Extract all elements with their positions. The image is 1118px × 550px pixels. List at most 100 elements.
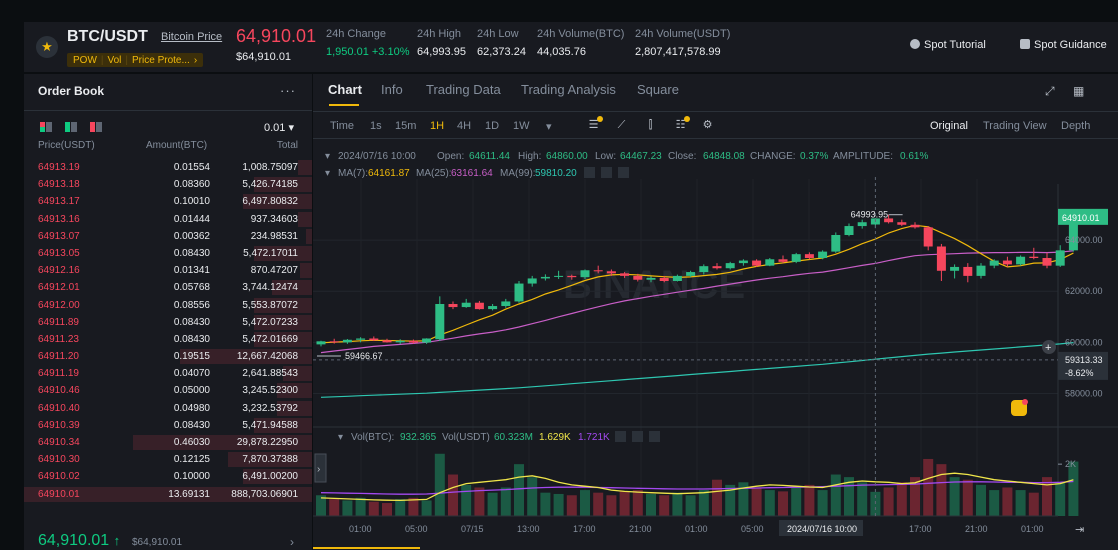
spot-guidance-label: Spot Guidance — [1034, 39, 1107, 51]
candle-body — [1002, 260, 1012, 265]
order-book-row[interactable]: 64910.46 0.05000 3,245.52300 — [24, 382, 312, 399]
column-total: Total — [276, 140, 298, 151]
order-amount: 0.12125 — [173, 454, 210, 466]
tab-square[interactable]: Square — [637, 82, 679, 97]
tab-trading-analysis[interactable]: Trading Analysis — [521, 82, 616, 97]
time-tick-label: 17:00 — [909, 524, 932, 534]
collapse-caret-icon[interactable]: ▾ — [325, 151, 330, 162]
candlestick-icon[interactable]: ⫿ — [648, 119, 653, 131]
order-amount: 0.05768 — [173, 282, 210, 294]
timeframe-1s[interactable]: 1s — [370, 120, 382, 132]
orderbook-mode-asks-icon[interactable] — [90, 122, 102, 132]
symbol-title[interactable]: BTC/USDT — [67, 28, 148, 45]
order-book-row[interactable]: 64910.39 0.08430 5,471.94588 — [24, 417, 312, 434]
order-book-row[interactable]: 64911.19 0.04070 2,641.88543 — [24, 365, 312, 382]
vol-usdt-label: Vol(USDT) — [442, 432, 490, 443]
view-trading-view[interactable]: Trading View — [983, 120, 1047, 132]
timeframe-time[interactable]: Time — [330, 120, 355, 132]
stat-24h-volume-usdt: 24h Volume(USDT) 2,807,417,578.99 — [635, 28, 730, 58]
price-tick-label: 58000.00 — [1065, 388, 1103, 398]
ohlc-open: 64611.44 — [469, 151, 510, 162]
close-small-icon[interactable] — [618, 167, 629, 178]
tab-trading-data[interactable]: Trading Data — [426, 82, 501, 97]
order-book-row[interactable]: 64913.19 0.01554 1,008.75097 — [24, 159, 312, 176]
order-book-row[interactable]: 64912.01 0.05768 3,744.12474 — [24, 279, 312, 296]
stat-value: 1,950.01 +3.10% — [326, 46, 410, 58]
order-book-row[interactable]: 64911.89 0.08430 5,472.07233 — [24, 314, 312, 331]
order-total: 870.47207 — [250, 265, 298, 277]
order-book-row[interactable]: 64913.05 0.08430 5,472.17011 — [24, 245, 312, 262]
timeframe-1d[interactable]: 1D — [485, 120, 500, 132]
view-original[interactable]: Original — [930, 120, 968, 132]
order-amount: 0.10010 — [173, 196, 210, 208]
order-book-row[interactable]: 64910.02 0.10000 6,491.00200 — [24, 468, 312, 485]
grid-layout-icon[interactable]: ▦ — [1073, 84, 1085, 98]
ma99-value: 59810.20 — [535, 168, 577, 179]
indicators-icon[interactable]: ☰ — [587, 116, 603, 132]
timeframe-15m[interactable]: 15m — [395, 120, 417, 132]
hide-eye-icon[interactable] — [584, 167, 595, 178]
spot-guidance-button[interactable]: Spot Guidance — [1020, 39, 1107, 51]
add-alert-icon[interactable] — [1042, 340, 1056, 354]
auto-scale-icon[interactable]: ⇥ — [1075, 524, 1084, 536]
line-chart-icon[interactable]: ⟋ — [617, 119, 626, 131]
mid-price: 64,910.01 ↑ — [38, 532, 120, 550]
order-book-row[interactable]: 64910.30 0.12125 7,870.37388 — [24, 451, 312, 468]
candle-body — [395, 340, 405, 343]
order-book-row[interactable]: 64911.20 0.19515 12,667.42068 — [24, 348, 312, 365]
tab-info[interactable]: Info — [381, 82, 403, 97]
tab-chart[interactable]: Chart — [328, 82, 362, 97]
more-options-icon[interactable]: ··· — [280, 83, 296, 98]
order-book-row[interactable]: 64913.16 0.01444 937.34603 — [24, 211, 312, 228]
order-book-row[interactable]: 64913.07 0.00362 234.98531 — [24, 228, 312, 245]
volume-bar — [619, 491, 630, 516]
candle-body — [791, 254, 801, 262]
order-amount: 0.08556 — [173, 299, 210, 311]
precision-value: 0.01 — [263, 122, 286, 134]
spot-tutorial-button[interactable]: Spot Tutorial — [910, 39, 986, 51]
order-book-row[interactable]: 64913.17 0.10010 6,497.80832 — [24, 193, 312, 210]
side-panel-toggle[interactable] — [314, 453, 327, 483]
settings-small-icon[interactable] — [601, 167, 612, 178]
candle-body — [923, 227, 933, 247]
order-book-row[interactable]: 64913.18 0.08360 5,426.74185 — [24, 176, 312, 193]
order-book-row[interactable]: 64910.40 0.04980 3,232.53792 — [24, 400, 312, 417]
orderbook-mode-bids-icon[interactable] — [65, 122, 77, 132]
active-tab-indicator — [329, 104, 359, 106]
collapse-caret-icon[interactable]: ▾ — [338, 432, 343, 443]
settings-small-icon[interactable] — [632, 431, 643, 442]
view-depth[interactable]: Depth — [1061, 120, 1091, 132]
timeframe-4h[interactable]: 4H — [457, 120, 472, 132]
order-price: 64910.01 — [38, 488, 80, 500]
order-book-row[interactable]: 64910.01 13.69131 888,703.06901 — [24, 486, 312, 503]
volume-legend: ▾ Vol(BTC): 932.365 Vol(USDT) 60.323M 1.… — [338, 431, 660, 443]
settings-gear-icon[interactable]: ⚙ — [702, 119, 713, 131]
order-amount: 0.04070 — [173, 368, 210, 380]
order-book-row[interactable]: 64912.16 0.01341 870.47207 — [24, 262, 312, 279]
orderbook-mode-both-icon[interactable] — [40, 122, 52, 132]
order-amount: 0.08360 — [173, 179, 210, 191]
bitcoin-price-link[interactable]: Bitcoin Price — [161, 31, 223, 43]
symbol-tags[interactable]: POW | Vol | Price Prote... › — [67, 53, 204, 67]
expand-icon[interactable]: ⤢ — [1045, 84, 1055, 98]
order-book-row[interactable]: 64910.34 0.46030 29,878.22950 — [24, 434, 312, 451]
favorite-star-icon[interactable]: ★ — [36, 36, 58, 58]
chevron-right-icon[interactable]: › — [290, 535, 294, 549]
timeframe-more-caret-icon[interactable]: ▾ — [546, 121, 552, 133]
close-small-icon[interactable] — [649, 431, 660, 442]
depth-tools-icon[interactable]: ☷ — [674, 116, 690, 132]
stat-24h-change: 24h Change 1,950.01 +3.10% — [326, 28, 410, 58]
timeframe-1w[interactable]: 1W — [513, 120, 530, 132]
hide-eye-icon[interactable] — [615, 431, 626, 442]
order-book-row[interactable]: 64912.00 0.08556 5,553.87072 — [24, 297, 312, 314]
depth-bar — [272, 280, 312, 296]
candle-body — [606, 271, 616, 274]
collapse-caret-icon[interactable]: ▾ — [325, 168, 330, 179]
order-total: 1,008.75097 — [242, 162, 298, 173]
precision-select[interactable]: 0.01 ▾ — [264, 121, 294, 134]
timeframe-1h[interactable]: 1H — [430, 120, 445, 132]
candle-body — [659, 277, 669, 281]
price-chart[interactable]: BINANCE ▾ 2024/07/16 10:00 Open: 64611.4… — [313, 74, 1118, 550]
order-total: 6,497.80832 — [242, 196, 298, 208]
order-book-row[interactable]: 64911.23 0.08430 5,472.01669 — [24, 331, 312, 348]
